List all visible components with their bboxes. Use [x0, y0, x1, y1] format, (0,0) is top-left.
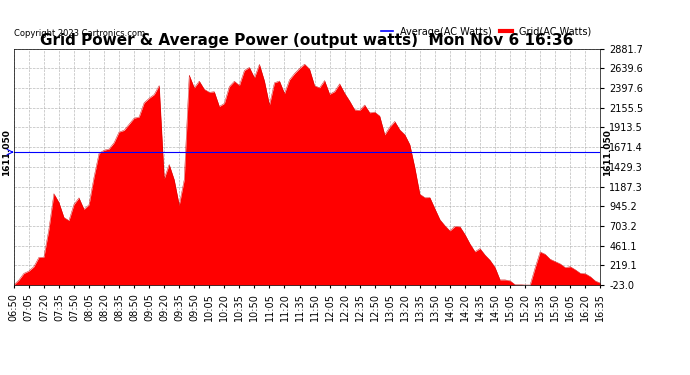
- Legend: Average(AC Watts), Grid(AC Watts): Average(AC Watts), Grid(AC Watts): [377, 23, 595, 40]
- Text: 1611.050: 1611.050: [603, 129, 612, 176]
- Text: 1611.050: 1611.050: [2, 129, 11, 176]
- Text: Copyright 2023 Cartronics.com: Copyright 2023 Cartronics.com: [14, 29, 145, 38]
- Title: Grid Power & Average Power (output watts)  Mon Nov 6 16:36: Grid Power & Average Power (output watts…: [40, 33, 574, 48]
